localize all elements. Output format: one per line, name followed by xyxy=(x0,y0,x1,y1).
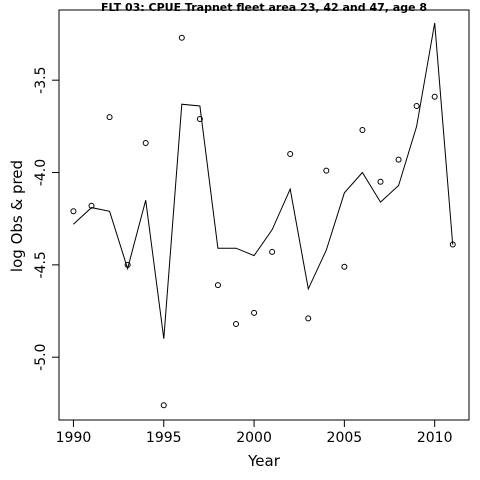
y-axis-label: log Obs & pred xyxy=(8,160,26,272)
observed-point xyxy=(395,156,402,163)
observed-point xyxy=(341,263,348,270)
y-tick-label: -5.0 xyxy=(33,344,49,371)
observed-point xyxy=(160,402,167,409)
x-tick-label: 2005 xyxy=(327,430,363,446)
observed-point xyxy=(377,178,384,185)
y-tick-label: -3.5 xyxy=(33,67,49,94)
observed-point xyxy=(251,309,258,316)
observed-point xyxy=(196,115,203,122)
observed-point xyxy=(323,167,330,174)
observed-point xyxy=(178,34,185,41)
x-tick-label: 1995 xyxy=(146,430,182,446)
x-tick-label: 2010 xyxy=(417,430,453,446)
observed-point xyxy=(413,103,420,110)
observed-point xyxy=(269,248,276,255)
series-layer xyxy=(70,22,456,409)
observed-point xyxy=(359,127,366,134)
predicted-line xyxy=(73,22,454,339)
x-axis-label: Year xyxy=(247,452,281,470)
observed-point xyxy=(305,315,312,322)
y-axis: -3.5 -4.0 -4.5 -5.0 xyxy=(33,67,59,371)
x-axis: 1990 1995 2000 2005 2010 xyxy=(56,420,453,446)
observed-point xyxy=(214,282,221,289)
x-tick-label: 1990 xyxy=(56,430,92,446)
plot-frame xyxy=(58,9,470,421)
observed-point xyxy=(233,320,240,327)
observed-point xyxy=(106,114,113,121)
y-tick-label: -4.0 xyxy=(33,159,49,186)
observed-point xyxy=(287,151,294,158)
x-tick-label: 2000 xyxy=(236,430,272,446)
y-tick-label: -4.5 xyxy=(33,251,49,278)
observed-point xyxy=(70,208,77,215)
observed-point xyxy=(142,139,149,146)
chart-title: FLT 03: CPUE Trapnet fleet area 23, 42 a… xyxy=(101,1,427,14)
observed-point xyxy=(431,93,438,100)
